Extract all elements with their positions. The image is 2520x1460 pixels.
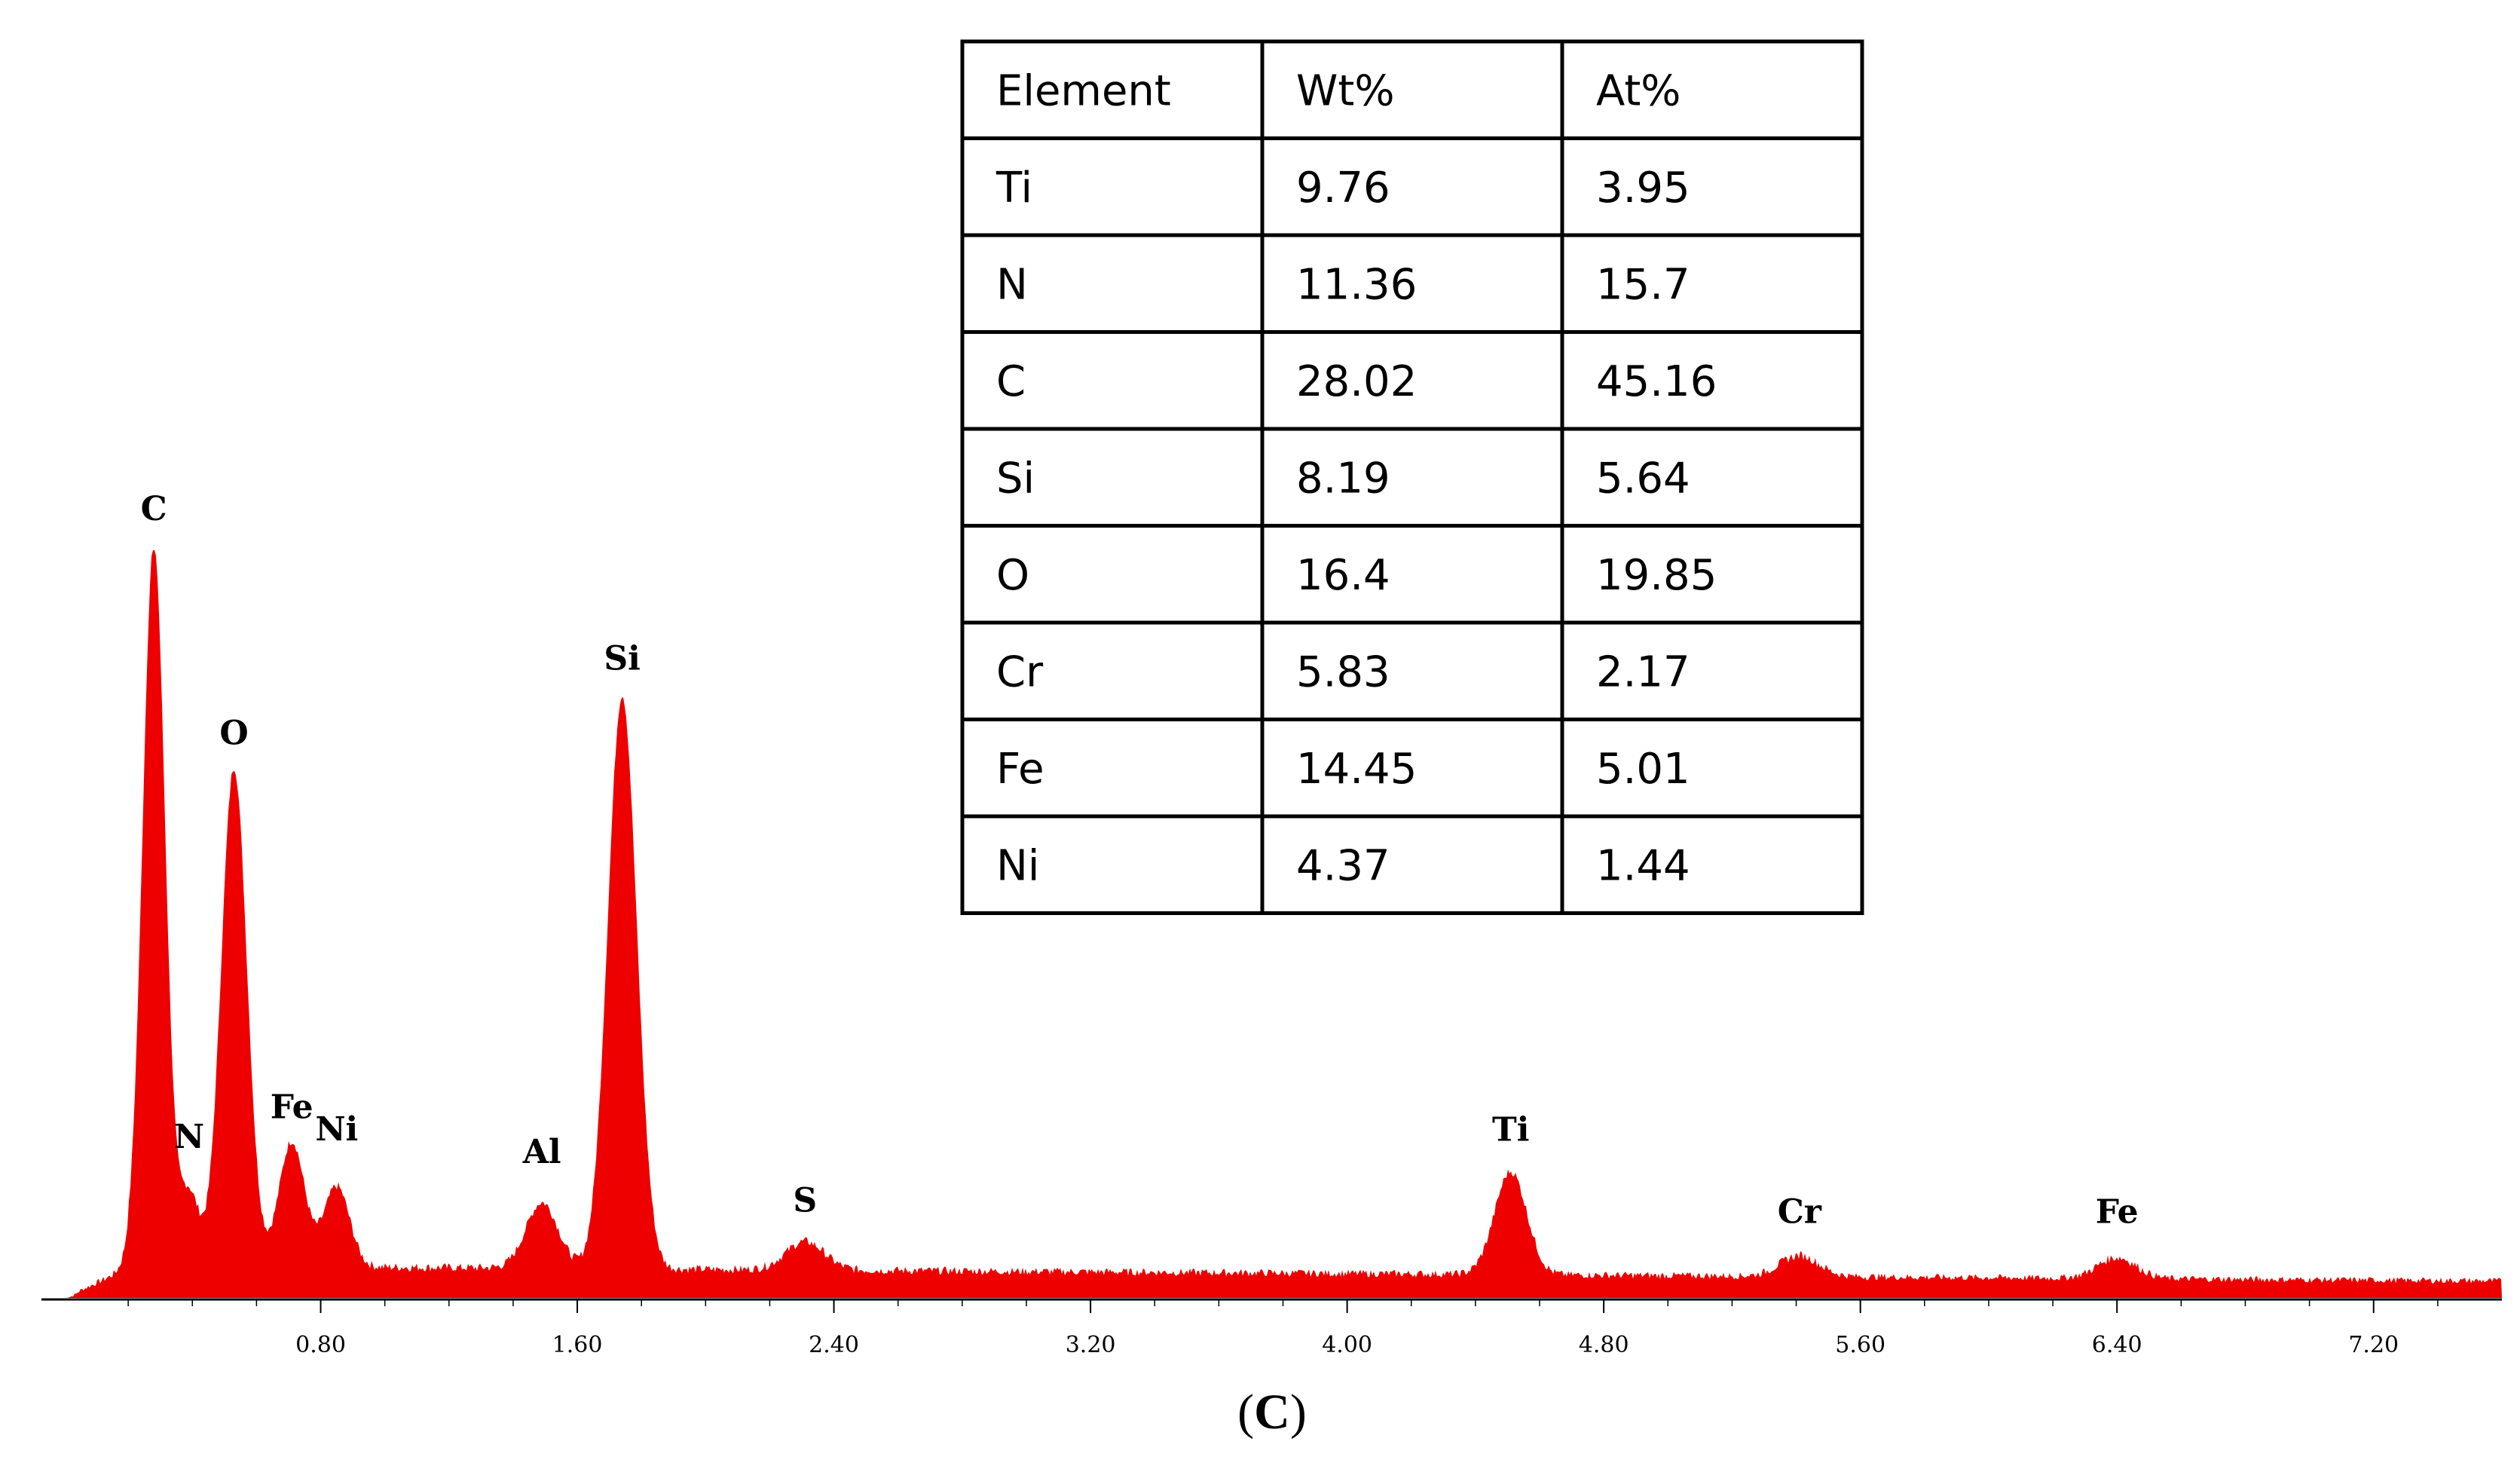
table-header-cell: Element [996,66,1171,115]
peak-label: Si [604,639,641,678]
table-cell: 15.7 [1596,260,1690,309]
table-cell: 16.4 [1296,551,1390,600]
table-cell: 45.16 [1596,357,1717,406]
figure-caption: (C) [1237,1385,1307,1440]
table-cell: 8.19 [1296,454,1390,503]
peak-label: Cr [1778,1192,1822,1231]
x-tick-label: 4.80 [1579,1332,1629,1358]
x-tick-label: 7.20 [2348,1332,2399,1358]
x-tick-label: 1.60 [552,1332,603,1358]
table-header-cell: At% [1596,66,1681,115]
peak-label: Al [522,1133,561,1171]
peak-label: Ti [1492,1110,1529,1149]
peak-label: N [174,1118,204,1156]
x-tick-label: 0.80 [295,1332,346,1358]
table-header-cell: Wt% [1296,66,1395,115]
table-cell: 1.44 [1596,841,1690,890]
table-cell: 5.64 [1596,454,1690,503]
table-cell: N [996,260,1028,309]
table-cell: 28.02 [1296,357,1417,406]
table-cell: 19.85 [1596,551,1717,600]
x-tick-label: 6.40 [2092,1332,2142,1358]
peak-label: Fe [2096,1192,2139,1231]
x-tick-label: 2.40 [809,1332,859,1358]
table-cell: 5.83 [1296,647,1390,696]
composition-table [960,39,1864,915]
peak-label: C [141,490,167,528]
table-cell: O [996,551,1029,600]
table-cell: Fe [996,745,1044,794]
spectrum-area [64,550,2502,1298]
table-cell: C [996,357,1026,406]
table-cell: 3.95 [1596,164,1690,213]
peak-label: S [793,1182,817,1220]
caption-letter: C [1254,1385,1290,1440]
peak-label: Fe [271,1088,313,1127]
table-cell: Ni [996,841,1039,890]
table-cell: 11.36 [1296,260,1417,309]
peak-label: O [219,715,248,753]
x-tick-label: 4.00 [1322,1332,1372,1358]
table-cell: Si [996,454,1035,503]
caption-close: ) [1290,1385,1307,1440]
x-tick-label: 5.60 [1835,1332,1885,1358]
x-tick-label: 3.20 [1066,1332,1116,1358]
table-cell: 14.45 [1296,745,1417,794]
table-cell: 9.76 [1296,164,1390,213]
caption-open: ( [1237,1385,1254,1440]
table-cell: Ti [995,164,1032,213]
table-cell: 5.01 [1596,745,1690,794]
table-cell: Cr [996,647,1044,696]
table-cell: 4.37 [1296,841,1390,890]
table-cell: 2.17 [1596,647,1690,696]
peak-label: Ni [315,1110,358,1149]
